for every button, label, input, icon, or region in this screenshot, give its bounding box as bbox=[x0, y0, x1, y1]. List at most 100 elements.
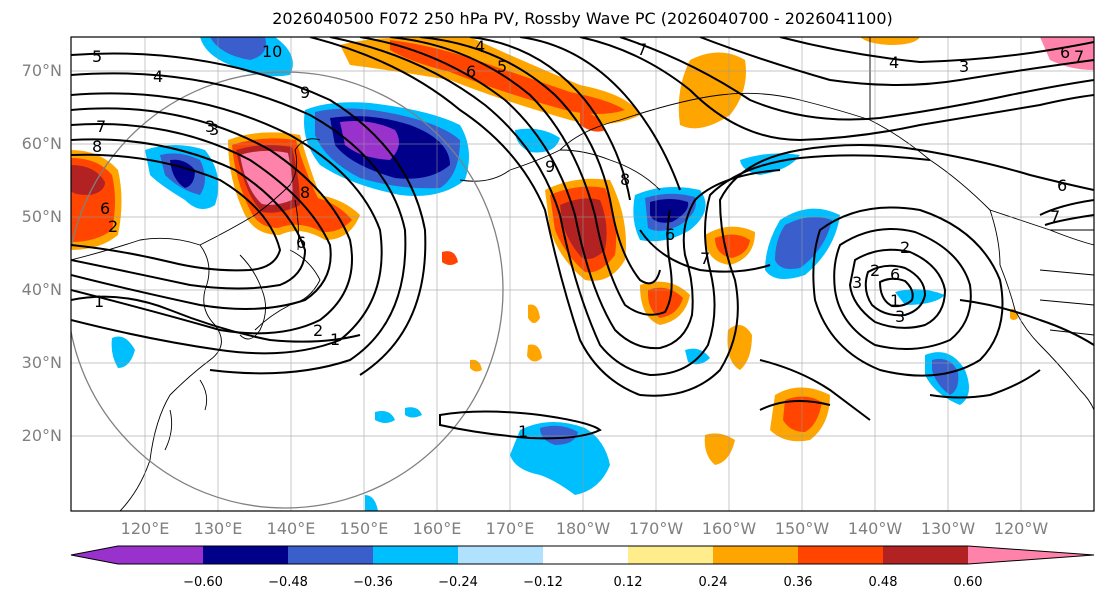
map-frame bbox=[70, 36, 1095, 512]
contour-label: 2 bbox=[900, 238, 910, 257]
contour-label: 3 bbox=[852, 273, 862, 292]
anomaly-positive bbox=[71, 165, 105, 195]
reference-circle bbox=[71, 71, 504, 509]
lon-label: 180°W bbox=[555, 519, 611, 538]
anomaly-positive bbox=[860, 37, 920, 45]
contour-label: 8 bbox=[300, 183, 310, 202]
contour-label: 4 bbox=[153, 67, 163, 86]
map-title: 2026040500 F072 250 hPa PV, Rossby Wave … bbox=[272, 9, 893, 28]
contour-label: 2 bbox=[870, 261, 880, 280]
lat-label-50n: 50°N bbox=[21, 207, 62, 226]
contour-label: 7 bbox=[700, 249, 710, 268]
lon-label: 170°E bbox=[485, 519, 535, 538]
contour-label: 9 bbox=[300, 83, 310, 102]
colorbar-tick-label: 0.60 bbox=[953, 575, 983, 590]
anomaly-negative bbox=[895, 289, 945, 305]
lon-label: 140°W bbox=[847, 519, 903, 538]
lon-label: 170°W bbox=[628, 519, 684, 538]
lat-label-60n: 60°N bbox=[21, 134, 62, 153]
colorbar-tick-label: −0.60 bbox=[183, 575, 223, 590]
lon-label: 160°E bbox=[412, 519, 462, 538]
anomaly-negative bbox=[540, 425, 578, 445]
contour-label: 6 bbox=[296, 233, 306, 252]
contour-label: 6 bbox=[100, 199, 110, 218]
colorbar-tick-label: 0.48 bbox=[868, 575, 898, 590]
lat-label-40n: 40°N bbox=[21, 280, 62, 299]
contour-label: 7 bbox=[1050, 207, 1060, 226]
contour-label: 3 bbox=[209, 120, 219, 139]
contour-label: 3 bbox=[895, 307, 905, 326]
colorbar-swatch bbox=[288, 546, 373, 564]
anomaly-positive bbox=[527, 344, 542, 362]
contour-label: 5 bbox=[92, 47, 102, 66]
colorbar-tick-label: −0.24 bbox=[438, 575, 478, 590]
lon-label: 150°W bbox=[774, 519, 830, 538]
anomaly-negative bbox=[775, 216, 832, 269]
contour-label: 1 bbox=[330, 330, 340, 349]
colorbar-tick-label: 0.12 bbox=[613, 575, 643, 590]
colorbar-swatch bbox=[798, 546, 883, 564]
contour-label: 4 bbox=[889, 53, 899, 72]
contour-label: 3 bbox=[959, 57, 969, 76]
colorbar-outline bbox=[70, 545, 1095, 565]
contour-label: 6 bbox=[890, 265, 900, 284]
contour-label: 6 bbox=[466, 62, 476, 81]
lon-label: 120°E bbox=[120, 519, 170, 538]
anomaly-positive bbox=[704, 433, 735, 465]
lat-label-30n: 30°N bbox=[21, 353, 62, 372]
contour-label: 10 bbox=[262, 42, 282, 61]
anomaly-negative bbox=[405, 407, 422, 418]
anomaly-positive bbox=[528, 304, 540, 323]
anomaly-positive bbox=[783, 396, 822, 432]
contour-label: 6 bbox=[1060, 43, 1070, 62]
colorbar-swatch bbox=[883, 546, 968, 564]
colorbar-tick-label: 0.36 bbox=[783, 575, 813, 590]
lon-label: 130°W bbox=[920, 519, 976, 538]
lat-label-20n: 20°N bbox=[21, 426, 62, 445]
map-area: 5 10 4 6 5 7 4 3 4 9 7 3 8 6 2 1 6 9 8 8… bbox=[71, 37, 1094, 511]
lon-label: 140°E bbox=[266, 519, 316, 538]
coastlines bbox=[71, 37, 1094, 511]
colorbar-swatch bbox=[458, 546, 543, 564]
lon-label: 160°W bbox=[701, 519, 757, 538]
contour-label: 2 bbox=[313, 321, 323, 340]
anomaly-negative bbox=[932, 358, 959, 395]
colorbar-tick-label: −0.36 bbox=[353, 575, 393, 590]
anomaly-negative bbox=[685, 348, 710, 365]
contour-label-layer: 5 10 4 6 5 7 4 3 4 9 7 3 8 6 2 1 6 9 8 8… bbox=[92, 37, 1084, 441]
colorbar-extend-right bbox=[968, 546, 1094, 564]
contour-label: 6 bbox=[665, 225, 675, 244]
contour-label: 7 bbox=[1074, 47, 1084, 66]
lat-label-70n: 70°N bbox=[21, 61, 62, 80]
anomaly-negative bbox=[510, 421, 610, 495]
anomaly-positive bbox=[470, 359, 482, 372]
anomaly-negative bbox=[111, 336, 135, 368]
colorbar-swatch bbox=[713, 546, 798, 564]
contour-label: 4 bbox=[475, 37, 485, 56]
anomaly-positive bbox=[240, 150, 293, 205]
contour-label: 7 bbox=[637, 40, 647, 59]
lon-label: 130°E bbox=[193, 519, 243, 538]
contour-label: 1 bbox=[890, 291, 900, 310]
contour-label: 3 bbox=[205, 117, 215, 136]
anomaly-negative bbox=[375, 411, 395, 423]
anomaly-positive bbox=[442, 251, 458, 265]
anomaly-positive bbox=[647, 287, 683, 318]
contour-label: 5 bbox=[497, 57, 507, 76]
anomaly-negative bbox=[210, 37, 266, 60]
contour-label: 8 bbox=[620, 170, 630, 189]
pv-contours bbox=[71, 37, 1094, 440]
contour-label: 2 bbox=[108, 217, 118, 236]
colorbar bbox=[70, 545, 1095, 565]
colorbar-extend-left bbox=[71, 546, 118, 564]
graticule bbox=[71, 37, 1094, 511]
colorbar-tick-label: 0.24 bbox=[698, 575, 728, 590]
contour-label: 6 bbox=[1057, 176, 1067, 195]
anomaly-negative bbox=[340, 121, 399, 160]
colorbar-swatch bbox=[543, 546, 628, 564]
anomaly-negative bbox=[170, 159, 195, 188]
lon-label: 150°E bbox=[339, 519, 389, 538]
colorbar-tick-label: −0.48 bbox=[268, 575, 308, 590]
colorbar-swatch bbox=[373, 546, 458, 564]
